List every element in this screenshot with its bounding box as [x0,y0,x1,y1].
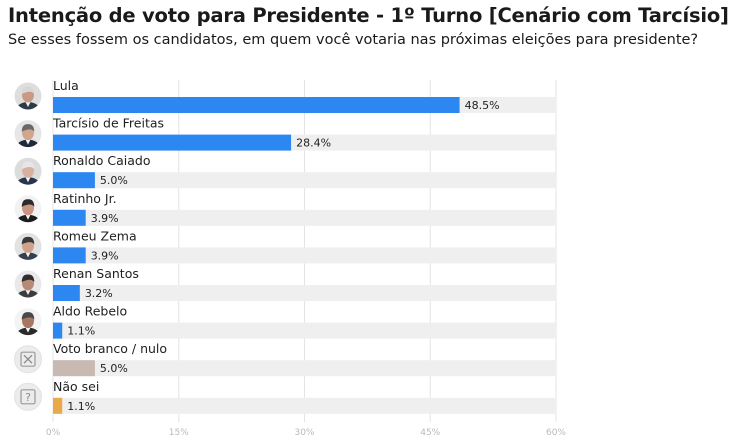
bar [53,209,86,226]
bar [53,285,80,301]
avatar-lula-icon [14,82,42,110]
ballot-x-icon [14,345,42,374]
avatar-tarcisio-icon [14,120,42,148]
value-label: 28.4% [296,137,331,150]
value-label: 5.0% [100,174,128,187]
bar-track [53,397,556,414]
bar-track [53,322,556,339]
category-label: Ratinho Jr. [53,191,117,206]
bar-track [53,172,556,189]
category-label: Ronaldo Caiado [53,153,151,168]
bar-row: ? Não sei 1.1% [14,379,556,414]
chart-title: Intenção de voto para Presidente - 1º Tu… [8,4,729,27]
category-label: Voto branco / nulo [53,341,167,356]
x-tick-label: 45% [420,428,440,438]
bar-row: Aldo Rebelo 1.1% [14,304,556,339]
value-label: 3.9% [91,212,119,225]
avatar-zema-icon [14,232,42,260]
x-tick-label: 60% [546,428,566,438]
bar-row: Tarcísio de Freitas 28.4% [14,116,556,151]
bar [53,97,460,113]
category-label: Tarcísio de Freitas [52,116,164,131]
x-tick-label: 30% [294,428,314,438]
bar-track [53,285,556,301]
value-label: 48.5% [465,99,500,112]
chart-rows: Lula 48.5% Tarcísio de Freitas 28.4% Ronaldo… [14,78,556,414]
x-tick-label: 0% [46,428,61,438]
bar-row: Voto branco / nulo 5.0% [14,341,556,377]
avatar-renan-icon [14,270,42,298]
bar-row: Ronaldo Caiado 5.0% [14,153,556,189]
avatar-aldo-icon [14,308,42,336]
bar [53,172,95,189]
category-label: Lula [53,78,79,93]
avatar-caiado-icon [14,157,42,185]
bar-track [53,360,556,377]
bar [53,322,63,339]
bar [53,360,95,377]
category-label: Não sei [53,379,99,394]
bar-row: Romeu Zema 3.9% [14,228,556,264]
x-axis-ticks: 0% 15% 30% 45% 60% [46,428,567,438]
category-label: Aldo Rebelo [53,304,127,319]
x-tick-label: 15% [169,428,189,438]
category-label: Renan Santos [53,266,139,281]
avatar-ratinho-icon [14,195,42,223]
bar-row: Renan Santos 3.2% [14,266,556,301]
bar-track [53,209,556,226]
bar-row: Lula 48.5% [14,78,556,113]
value-label: 1.1% [67,325,95,338]
value-label: 3.2% [85,287,113,300]
bar-track [53,247,556,264]
value-label: 3.9% [91,249,119,262]
bar [53,134,292,151]
bar [53,247,86,264]
bar [53,397,63,414]
bar-row: Ratinho Jr. 3.9% [14,191,556,226]
value-label: 5.0% [100,362,128,375]
chart-subtitle: Se esses fossem os candidatos, em quem v… [8,32,699,48]
question-mark-icon: ? [14,382,42,411]
value-label: 1.1% [67,400,95,413]
svg-text:?: ? [25,391,31,404]
category-label: Romeu Zema [53,228,137,243]
